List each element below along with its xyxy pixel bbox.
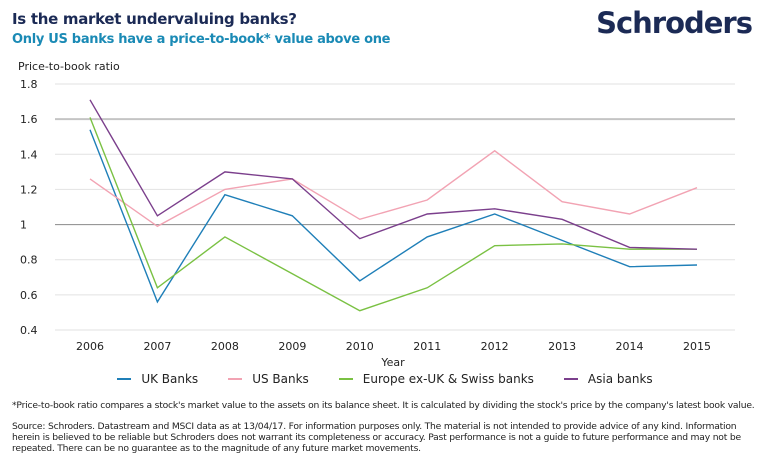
legend-item: Asia banks — [563, 372, 653, 386]
y-tick-label: 1.6 — [20, 113, 38, 126]
legend-item: US Banks — [228, 372, 309, 386]
y-tick-label: 0.8 — [20, 254, 38, 267]
x-axis-label: Year — [380, 356, 405, 369]
legend-label: Asia banks — [587, 372, 653, 386]
x-tick-label: 2015 — [683, 340, 711, 353]
y-axis-label: Price-to-book ratio — [18, 60, 120, 73]
series-line-3 — [89, 99, 698, 250]
source-disclaimer: Source: Schroders. Datastream and MSCI d… — [12, 421, 741, 454]
legend-label: US Banks — [252, 372, 309, 386]
x-tick-label: 2008 — [211, 340, 239, 353]
x-tick-label: 2010 — [346, 340, 374, 353]
legend-swatch — [117, 378, 132, 380]
y-tick-label: 1 — [20, 219, 27, 232]
line-chart: 0.4 0.6 0.8 1 1.2 1.4 1.6 1.8 2006 2007 2008 2009 20… — [20, 78, 735, 369]
series-line-2 — [89, 117, 697, 312]
y-tick-label: 0.4 — [20, 324, 38, 337]
series-line-0 — [89, 129, 698, 304]
x-tick-label: 2011 — [413, 340, 441, 353]
x-tick-label: 2009 — [278, 340, 306, 353]
schroders-logo: Schroders — [596, 6, 753, 40]
x-tick-label: 2007 — [143, 340, 171, 353]
chart-title: Is the market undervaluing banks? — [12, 10, 297, 28]
legend: UK Banks US Banks Europe ex-UK & Swiss ban… — [0, 372, 770, 386]
y-tick-label: 0.6 — [20, 289, 38, 302]
legend-swatch — [563, 378, 578, 380]
y-tick-label: 1.2 — [20, 183, 38, 196]
legend-item: Europe ex-UK & Swiss banks — [338, 372, 534, 386]
y-tick-label: 1.8 — [20, 78, 38, 91]
series-line-1 — [89, 149, 698, 228]
x-tick-label: 2012 — [481, 340, 509, 353]
x-tick-label: 2013 — [548, 340, 576, 353]
legend-label: Europe ex-UK & Swiss banks — [362, 372, 534, 386]
legend-item: UK Banks — [117, 372, 198, 386]
x-tick-label: 2014 — [616, 340, 644, 353]
footnote: *Price-to-book ratio compares a stock's … — [12, 400, 755, 411]
legend-swatch — [338, 378, 353, 380]
x-tick-label: 2006 — [76, 340, 104, 353]
chart-subtitle: Only US banks have a price-to-book* valu… — [12, 32, 391, 47]
legend-label: UK Banks — [141, 372, 199, 386]
legend-swatch — [228, 378, 243, 380]
y-tick-label: 1.4 — [20, 148, 38, 161]
